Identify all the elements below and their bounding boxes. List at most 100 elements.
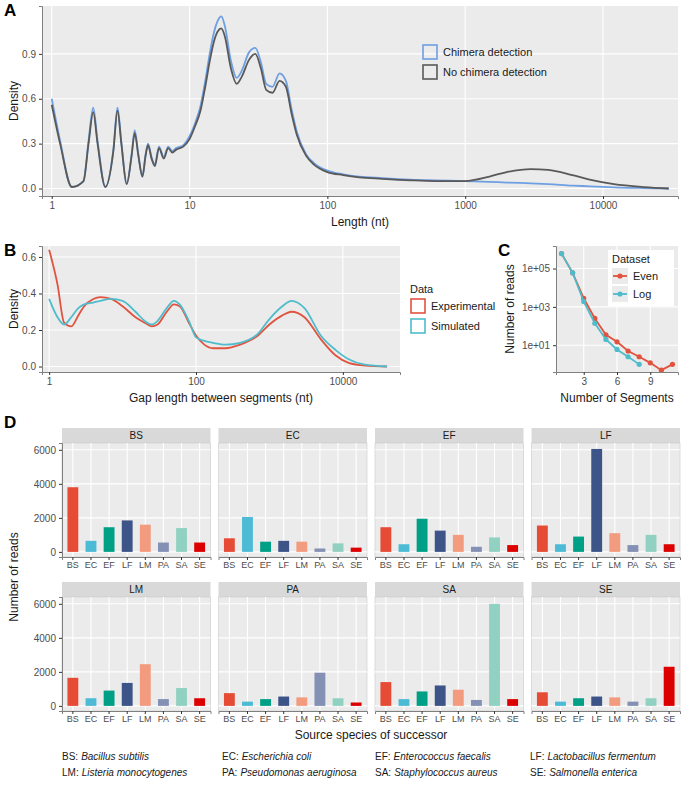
tick: LF: [435, 711, 446, 724]
tick: 1000: [455, 196, 478, 211]
grid-line: [319, 443, 320, 557]
panel-letter: D: [4, 413, 16, 432]
tick: SE: [663, 711, 675, 724]
tick: SA: [176, 711, 188, 724]
tick-label: SE: [663, 714, 675, 724]
tick-mark: [59, 672, 62, 673]
grid: [42, 246, 400, 372]
tick: LF: [278, 557, 289, 570]
tick-label: BS: [536, 560, 548, 570]
tick: EC: [85, 557, 98, 570]
grid-line: [669, 443, 670, 557]
marks: [67, 487, 205, 552]
caption-item: PA:Pseudomonas aeruginosa: [222, 767, 357, 778]
tick: 1: [49, 196, 55, 211]
tick-label: 2000: [34, 513, 57, 524]
tick-label: BS: [223, 714, 235, 724]
grid-line: [632, 443, 633, 557]
x-axis: 110100100010000: [43, 196, 679, 211]
tick-mark: [39, 293, 42, 294]
caption-abbreviation: LF:: [530, 751, 544, 762]
grid-line: [560, 597, 561, 711]
bar: [417, 691, 428, 705]
tick: LM: [609, 711, 622, 724]
grid-line: [650, 597, 651, 711]
tick-label: 10000: [590, 200, 618, 211]
grid-line: [163, 597, 164, 711]
tick: EF: [573, 557, 585, 570]
tick-label: LF: [122, 714, 133, 724]
bar: [646, 698, 657, 706]
tick-label: 0.0: [22, 361, 36, 372]
facet-title: PA: [286, 584, 299, 595]
tick: PA: [627, 711, 638, 724]
y-axis-title: Density: [7, 81, 21, 121]
point: [592, 321, 597, 326]
grid-line: [327, 6, 328, 196]
tick: PA: [158, 711, 169, 724]
x-axis-title: Source species of successor: [295, 728, 448, 742]
tick: LM: [139, 557, 152, 570]
facet-panel: BSECEFLFLMPASASE: [219, 443, 368, 570]
tick-label: SE: [350, 714, 362, 724]
tick-label: PA: [314, 714, 325, 724]
series-line: [52, 16, 669, 188]
tick-mark: [52, 196, 53, 199]
grid-line: [337, 443, 338, 557]
grid-line: [42, 256, 400, 257]
tick: 0.0: [22, 183, 42, 194]
tick-label: 1e+01: [522, 340, 551, 351]
bar: [573, 698, 584, 706]
tick-label: EF: [260, 560, 272, 570]
tick-label: 100: [320, 200, 337, 211]
y-axis-title: Density: [7, 289, 21, 329]
bar: [646, 535, 657, 552]
facet-panel: BSECEFLFLMPASASE: [219, 597, 368, 724]
grid-line: [265, 597, 266, 711]
bar: [67, 678, 78, 706]
tick-label: LF: [591, 714, 602, 724]
grid-line: [199, 597, 200, 711]
tick-label: SE: [507, 560, 519, 570]
marks: [537, 667, 675, 706]
legend: DataExperimentalSimulated: [410, 283, 495, 333]
tick-label: 1e+03: [522, 302, 551, 313]
bar: [278, 541, 289, 552]
axis-line: [557, 373, 679, 376]
caption-item: SE:Salmonella enterica: [530, 767, 637, 778]
tick-mark: [59, 638, 62, 639]
legend: Chimera detectionNo chimera detection: [423, 45, 547, 79]
point: [659, 368, 664, 372]
tick: PA: [158, 557, 169, 570]
bar: [453, 690, 464, 706]
grid-line: [62, 671, 211, 672]
bar: [573, 537, 584, 552]
legend-key-point: [617, 291, 622, 296]
marks: [67, 664, 205, 706]
facet-panel: BSECEFLFLMPASASE: [375, 597, 524, 724]
caption-item: SA:Staphylococcus aureus: [375, 767, 498, 778]
facet-title: LM: [129, 584, 143, 595]
tick: EF: [416, 711, 428, 724]
legend-label: Even: [633, 270, 658, 282]
grid-line: [189, 6, 190, 196]
tick: LM: [296, 711, 309, 724]
tick: BS: [67, 557, 79, 570]
tick-label: SA: [645, 560, 657, 570]
legend: DatasetEvenLog: [608, 250, 674, 306]
tick-label: SE: [663, 560, 675, 570]
bar: [453, 535, 464, 552]
plot-background: [42, 6, 678, 196]
grid-line: [283, 597, 284, 711]
tick-mark: [59, 706, 62, 707]
tick: 4000: [34, 479, 62, 490]
facet-strip: [219, 428, 368, 443]
bar: [435, 685, 446, 705]
bar: [296, 697, 307, 706]
tick-mark: [553, 269, 556, 270]
bar: [242, 517, 253, 552]
grid-line: [219, 449, 368, 450]
tick-label: 1e+05: [522, 263, 551, 274]
tick: PA: [471, 557, 482, 570]
grid-line: [532, 483, 681, 484]
